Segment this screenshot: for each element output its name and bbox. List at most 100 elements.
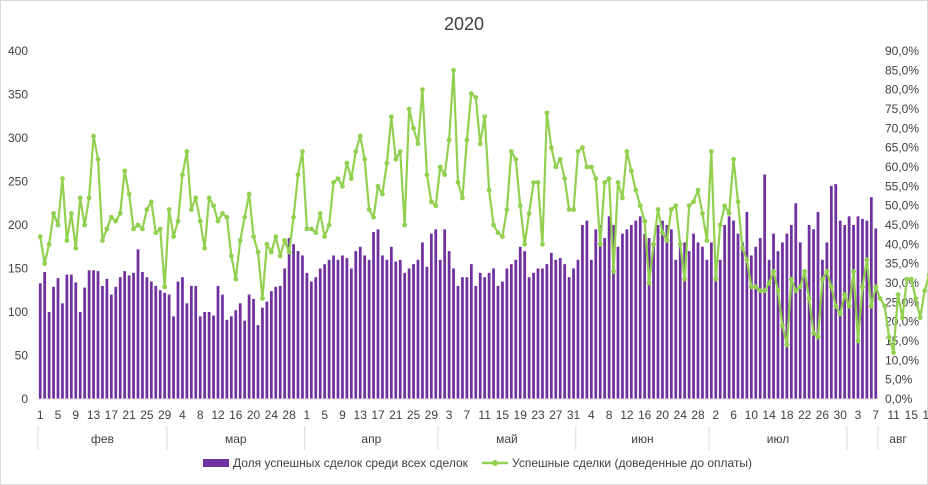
line-point [748,284,754,290]
line-point [95,156,101,162]
line-point [540,241,545,247]
x-tick-label: 20 [656,408,670,422]
bar [572,268,575,399]
line-point [468,91,474,96]
bar [278,285,282,399]
bar [363,255,367,399]
y-left-tick-label: 200 [8,218,28,232]
y-left-tick-label: 300 [8,131,28,145]
line-point [451,67,456,73]
line-point [117,211,123,216]
x-tick-label: 7 [464,408,471,422]
bar [776,251,780,399]
bar [56,278,60,399]
bar [483,277,487,399]
line-point [237,238,243,243]
bar [692,233,695,399]
bar [674,259,678,399]
bar [732,220,735,399]
bar [52,286,55,399]
bar [185,303,189,399]
bar [403,272,407,399]
line-point [384,160,390,166]
line-point [255,249,261,255]
line-point [153,230,159,236]
bar [603,238,607,399]
line-point [366,207,372,212]
line-point [566,207,572,212]
line-point [651,241,656,247]
bar [389,246,393,399]
line-point [206,195,212,201]
line-point [148,199,154,205]
line-point [673,203,679,209]
bar [358,246,362,399]
bar [478,272,482,399]
bar [194,285,198,399]
bar [287,238,291,399]
bar [652,242,655,399]
line-point [584,164,590,170]
x-tick-label: 3 [446,408,453,422]
line-series [37,67,928,355]
x-tick-label: 12 [620,408,634,422]
line-point [922,288,928,294]
bar [612,225,615,399]
line-point [340,183,345,189]
line-point [877,296,883,301]
bar [327,259,331,399]
line-point [913,296,919,301]
x-tick-label: 12 [211,408,225,422]
bar [758,238,762,399]
x-tick-label: 29 [425,408,439,422]
bar [109,294,113,399]
bar [638,216,642,399]
month-label: апр [361,432,381,446]
line-point [348,176,354,182]
line-point [624,149,630,154]
bar [616,246,620,399]
bar [763,174,767,399]
bar [492,268,495,399]
line-point [895,292,901,297]
bar [269,291,273,399]
bar [709,242,713,399]
bar [47,312,51,399]
line-point [517,203,523,209]
bar [434,229,438,399]
bar [305,272,309,399]
y-right-tick-label: 0,0% [885,392,913,406]
bar [385,259,389,399]
x-tick-label: 30 [834,408,848,422]
bar [514,259,518,399]
x-tick-label: 5 [321,408,328,422]
line-point [371,214,376,220]
bar [416,259,420,399]
bar [114,286,118,399]
bar [283,268,287,399]
line-point [842,292,848,297]
line-point [175,218,181,224]
line-point [486,187,492,193]
bar [238,303,242,399]
line-point [686,203,692,209]
bar [834,184,838,399]
line-point [113,218,119,224]
x-tick-label: 25 [407,408,421,422]
bar [247,294,251,399]
x-tick-label: 28 [691,408,705,422]
bar [585,220,589,399]
y-right-tick-label: 5,0% [885,373,913,387]
line-point [837,311,843,317]
bar [825,242,829,399]
line-point [891,350,896,355]
line-point [526,211,532,216]
y-right-tick-label: 70,0% [885,121,919,135]
bar [274,286,278,399]
x-tick-label: 10 [745,408,759,422]
bar [456,285,460,399]
x-tick-label: 8 [197,408,204,422]
bar [527,277,531,399]
line-point [886,334,892,340]
bar [598,225,602,399]
